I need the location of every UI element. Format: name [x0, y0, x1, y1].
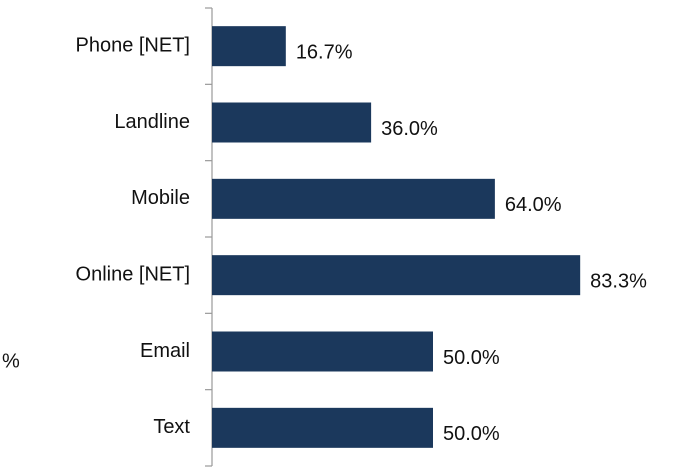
value-label: 50.0%: [443, 423, 500, 445]
axis-label: %: [2, 350, 20, 372]
y-tick-label: Text: [153, 416, 190, 438]
bar: [212, 255, 581, 296]
y-tick-label: Mobile: [131, 187, 190, 209]
y-tick-label: Landline: [114, 111, 190, 133]
value-label: 16.7%: [296, 41, 353, 63]
bar: [212, 331, 433, 372]
bar: [212, 407, 433, 448]
value-label: 83.3%: [590, 270, 647, 292]
bar: [212, 102, 372, 143]
y-tick-label: Email: [140, 340, 190, 362]
value-label: 36.0%: [381, 118, 438, 140]
value-label: 50.0%: [443, 347, 500, 369]
value-label: 64.0%: [505, 194, 562, 216]
y-tick-label: Online [NET]: [76, 263, 190, 285]
y-tick-label: Phone [NET]: [75, 34, 190, 56]
bar: [212, 178, 495, 219]
bar: [212, 26, 286, 67]
